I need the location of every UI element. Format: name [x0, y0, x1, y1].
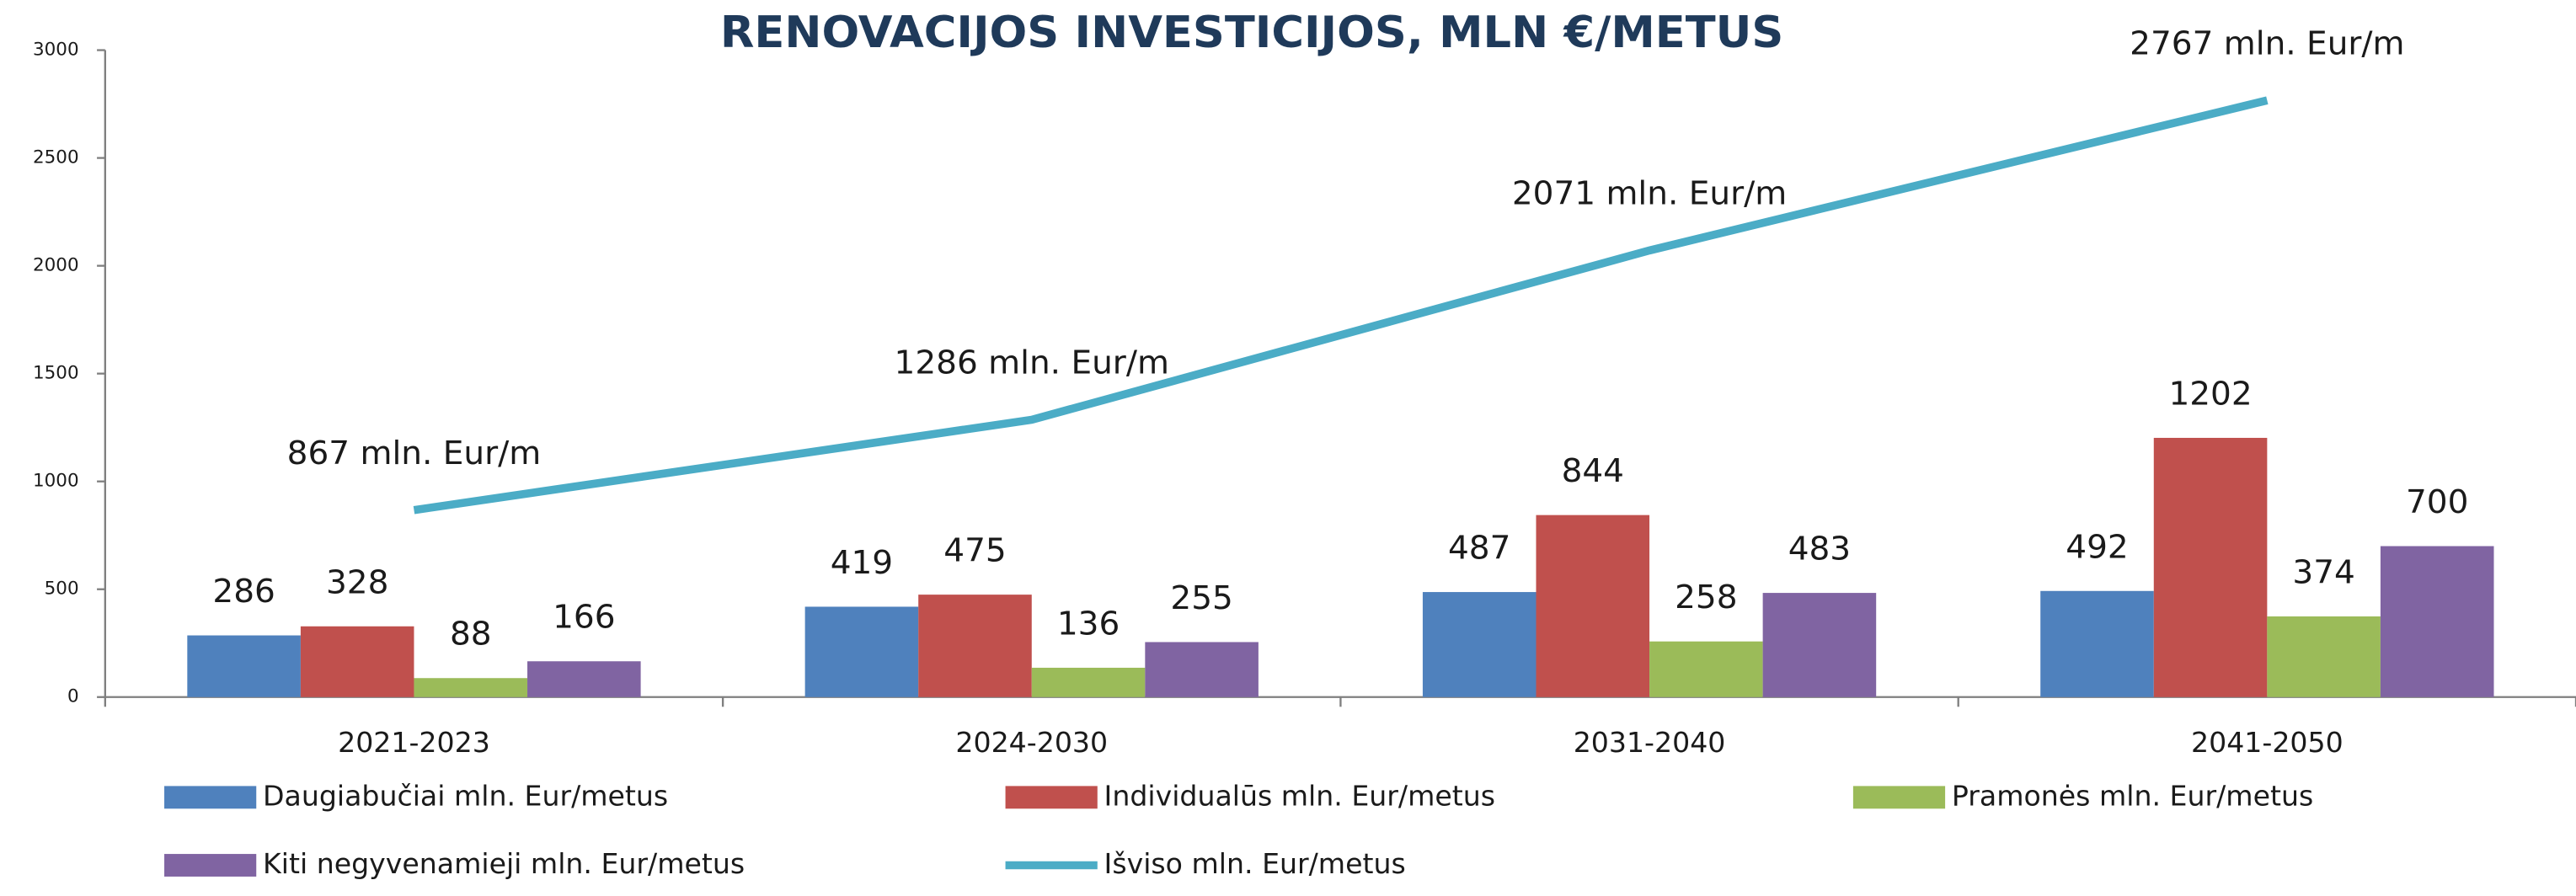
bar: [2040, 590, 2154, 697]
legend-label: Daugiabučiai mln. Eur/metus: [263, 780, 668, 813]
line: [413, 96, 2269, 515]
data-label: 700: [2406, 483, 2468, 521]
y-tick-label: 2500: [33, 147, 79, 168]
line-label: 2767 mln. Eur/m: [2130, 25, 2404, 63]
legend-label: Kiti negyvenamieji mln. Eur/metus: [263, 847, 745, 880]
bar: [527, 661, 641, 697]
legend-swatch: [164, 786, 257, 809]
legend-swatch: [1852, 786, 1946, 809]
legend-label: Individualūs mln. Eur/metus: [1104, 780, 1495, 813]
bar: [414, 678, 528, 697]
bar: [2380, 546, 2494, 697]
data-label: 136: [1057, 605, 1120, 643]
data-label: 328: [326, 564, 388, 602]
y-tick-label: 0: [67, 686, 79, 707]
data-label: 844: [1562, 452, 1624, 490]
bar: [804, 606, 919, 697]
y-tick-label: 3000: [33, 40, 79, 61]
data-label: 487: [1448, 530, 1510, 568]
data-label: 1202: [2168, 376, 2252, 413]
legend-swatch: [1005, 786, 1098, 809]
bar: [918, 595, 1032, 697]
x-tick-label: 2041-2050: [2191, 726, 2344, 759]
data-label: 258: [1675, 579, 1737, 616]
y-tick-label: 2000: [33, 255, 79, 276]
data-label: 475: [943, 532, 1006, 570]
chart-title: RENOVACIJOS INVESTICIJOS, MLN €/METUS: [720, 8, 1783, 59]
bar: [187, 635, 301, 697]
y-tick-label: 500: [45, 579, 79, 600]
data-label: 286: [212, 573, 275, 611]
data-label: 492: [2066, 529, 2128, 567]
bar: [1031, 667, 1146, 697]
y-tick-label: 1500: [33, 363, 79, 384]
x-tick-label: 2031-2040: [1574, 726, 1726, 759]
x-tick-label: 2021-2023: [338, 726, 490, 759]
legend-swatch: [164, 854, 257, 877]
data-label: 374: [2292, 554, 2354, 592]
bar: [2153, 437, 2268, 697]
legend-label: Išviso mln. Eur/metus: [1104, 847, 1406, 880]
bar: [1649, 641, 1763, 697]
data-label: 166: [553, 599, 615, 637]
line-label: 1286 mln. Eur/m: [895, 344, 1169, 382]
y-tick-label: 1000: [33, 471, 79, 492]
data-label: 88: [450, 616, 492, 653]
data-label: 419: [831, 544, 893, 582]
data-label: 483: [1788, 531, 1851, 568]
line-label: 2071 mln. Eur/m: [1512, 175, 1787, 213]
bar: [300, 626, 414, 697]
bar: [1536, 515, 1650, 697]
bar: [1145, 642, 1259, 697]
bar: [1762, 593, 1877, 697]
bar: [1422, 592, 1537, 697]
x-tick-label: 2024-2030: [955, 726, 1108, 759]
data-label: 255: [1170, 579, 1232, 617]
legend-label: Pramonės mln. Eur/metus: [1952, 780, 2313, 813]
bar: [2267, 616, 2381, 697]
line-label: 867 mln. Eur/m: [287, 435, 542, 472]
